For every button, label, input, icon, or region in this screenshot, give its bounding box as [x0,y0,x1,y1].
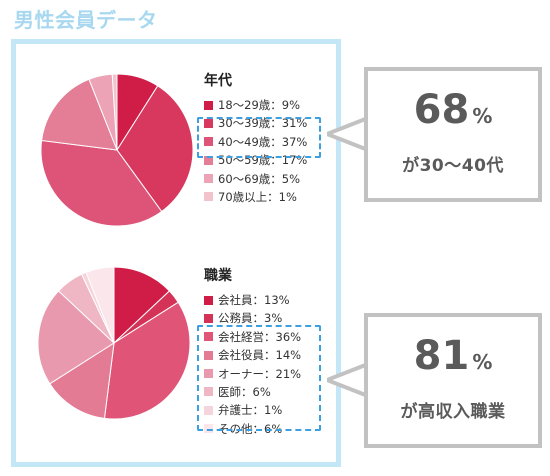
job-slice-2 [103,301,191,420]
age-legend-swatch [204,118,213,128]
age-legend-label: 60〜69歳：5% [218,171,301,186]
job-legend-swatch [204,295,213,305]
job-legend-swatch [204,424,213,434]
age-callout-number: 68 [413,87,470,133]
job-slice-0 [113,266,171,345]
job-legend-swatch [204,369,213,379]
job-legend-swatch [204,332,213,342]
job-pie-chart [37,266,191,420]
job-legend-item: 会社役員：14% [204,346,301,364]
age-legend-label: 40〜49歳：37% [218,134,308,149]
age-slice-3 [41,78,118,151]
age-legend-swatch [204,137,213,147]
job-legend-swatch [204,405,213,415]
job-legend-item: 会社員：13% [204,291,301,309]
job-legend-label: 医師：6% [218,384,271,399]
job-callout: 81% が高収入職業 [364,313,542,448]
job-highlight-box [197,325,321,431]
age-callout-text: が30〜40代 [402,156,504,176]
age-slice-1 [116,85,194,213]
age-highlight-box [197,117,321,158]
age-legend-item: 70歳以上：1% [204,188,307,206]
job-legend-swatch [204,387,213,397]
job-legend: 職業 会社員：13% 公務員：3% 会社経営：36% 会社役員：14% オーナー：21%… [204,266,301,438]
job-legend-swatch [204,313,213,323]
job-legend-title: 職業 [204,268,232,284]
job-legend-item: 公務員：3% [204,309,301,327]
age-legend-item: 40〜49歳：37% [204,133,307,151]
job-slice-4 [37,290,115,385]
job-legend-label: 会社役員：14% [218,348,302,363]
job-callout-number: 81 [413,333,470,379]
age-legend-item: 60〜69歳：5% [204,170,307,188]
age-legend-label: 18〜29歳：9% [218,98,301,112]
age-callout-unit: % [472,104,493,128]
age-legend-item: 30〜39歳：31% [204,114,307,132]
age-legend-label: 70歳以上：1% [218,189,297,204]
job-legend-label: 会社経営：36% [218,329,302,344]
age-legend-swatch [204,155,213,165]
age-legend-swatch [204,192,213,202]
job-legend-label: その他：6% [218,421,283,436]
age-legend-swatch [204,174,213,184]
job-callout-text: が高収入職業 [400,402,506,422]
job-legend-label: 弁護士：1% [218,403,283,418]
job-legend-label: オーナー：21% [218,366,302,381]
age-legend-item: 18〜29歳：9% [204,96,307,114]
job-legend-item: オーナー：21% [204,365,301,383]
job-legend-item: 弁護士：1% [204,401,301,419]
age-legend-swatch [204,100,213,110]
age-slice-5 [111,73,118,151]
job-callout-unit: % [472,350,493,374]
job-legend-swatch [204,350,213,360]
age-pie-chart [40,73,194,227]
job-slice-7 [85,266,115,344]
age-slice-2 [40,139,163,227]
job-legend-label: 公務員：3% [218,311,283,326]
job-slice-3 [49,342,115,419]
page-title: 男性会員データ [14,8,158,32]
job-legend-item: その他：6% [204,420,301,438]
job-legend-item: 会社経営：36% [204,328,301,346]
age-callout-arrow [327,116,369,152]
job-legend-label: 会社員：13% [218,293,290,307]
job-callout-arrow [327,362,369,398]
age-legend-title: 年代 [204,73,232,89]
age-legend-label: 30〜39歳：31% [218,116,308,131]
job-legend-item: 医師：6% [204,383,301,401]
age-callout: 68% が30〜40代 [364,67,542,202]
